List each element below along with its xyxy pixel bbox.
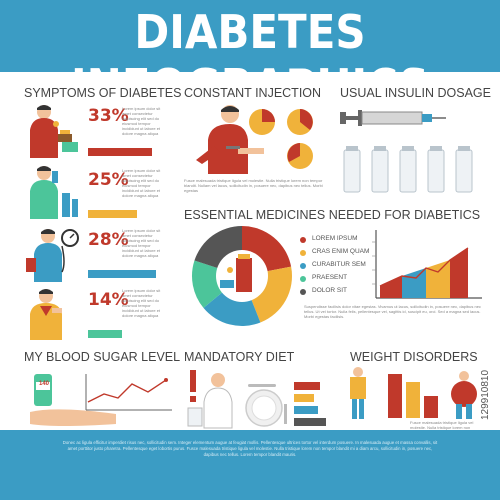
symptom-bar-4 [88, 330, 122, 338]
injection-title: CONSTANT INJECTION [184, 86, 322, 100]
pie-icon-1 [249, 109, 275, 135]
page-title: DIABETES INFOGRAPHICS [71, 5, 429, 113]
footer-text: Donec ac ligula efficitur imperdiet risu… [62, 440, 438, 457]
person-injecting-icon [196, 105, 264, 174]
medicines-donut-chart [192, 226, 292, 326]
legend-item-1: LOREM IPSUM [312, 235, 358, 242]
syringe-icon [340, 110, 446, 126]
stock-id-text: 129910810 [480, 369, 491, 420]
person-blood-pressure-icon [26, 229, 79, 282]
stock-id-watermark: 129910810 [480, 300, 494, 420]
person-drinking-icon [30, 166, 78, 219]
blood-sugar-reading: 140 [38, 381, 49, 387]
diet-illustration [187, 370, 326, 429]
symptom-percent-3: 28% [88, 230, 129, 250]
weight-title: WEIGHT DISORDERS [350, 350, 478, 364]
insulin-vials-icon [343, 146, 473, 193]
medicines-trend-chart [372, 230, 482, 299]
symptom-text-2: Lorem ipsum dolor sit amet consectetur a… [122, 168, 161, 198]
legend-item-5: DOLOR SIT [312, 287, 348, 294]
legend-dot [300, 263, 306, 269]
pie-icon-2 [287, 109, 313, 135]
medicines-text: Suspendisse facilisis dolor vitae egesta… [304, 304, 481, 319]
symptom-bar-3 [88, 270, 156, 278]
insulin-title: USUAL INSULIN DOSAGE [340, 86, 491, 100]
legend-item-3: CURABITUR SEM [312, 261, 366, 268]
symptom-text-3: Lorem ipsum dolor sit amet consectetur a… [122, 228, 161, 258]
blood-sugar-title: MY BLOOD SUGAR LEVEL [24, 350, 181, 364]
injection-text: Fusce malesuada tristique ligula vel mol… [184, 178, 323, 193]
symptom-percent-2: 25% [88, 170, 129, 190]
symptom-bar-2 [88, 210, 137, 218]
legend-dot [300, 237, 306, 243]
symptom-text-4: Lorem ipsum dolor sit amet consectetur a… [122, 288, 161, 318]
symptom-bar-1 [88, 148, 152, 156]
blood-sugar-chart [30, 374, 172, 426]
legend-item-4: PRAESENT [312, 274, 348, 281]
symptom-percent-1: 33% [88, 106, 129, 126]
symptom-text-1: Lorem ipsum dolor sit amet consectetur a… [122, 106, 161, 136]
diet-title: MANDATORY DIET [184, 350, 295, 364]
weight-disorders-illustration [350, 367, 477, 419]
pie-icon-3 [287, 143, 313, 169]
symptoms-title: SYMPTOMS OF DIABETES [24, 86, 182, 100]
symptom-percent-4: 14% [88, 290, 129, 310]
legend-dot [300, 276, 306, 282]
footer-banner [0, 430, 500, 500]
legend-dot [300, 250, 306, 256]
header-banner [0, 0, 500, 72]
legend-dot [300, 289, 306, 295]
legend-item-2: CRAS ENIM QUAM [312, 248, 370, 255]
medicines-title: ESSENTIAL MEDICINES NEEDED FOR DIABETICS [184, 208, 481, 222]
person-coughing-icon [30, 289, 62, 340]
weight-text: Fusce malesuada tristique ligula vel mol… [410, 420, 474, 430]
person-eating-icon [30, 105, 78, 158]
